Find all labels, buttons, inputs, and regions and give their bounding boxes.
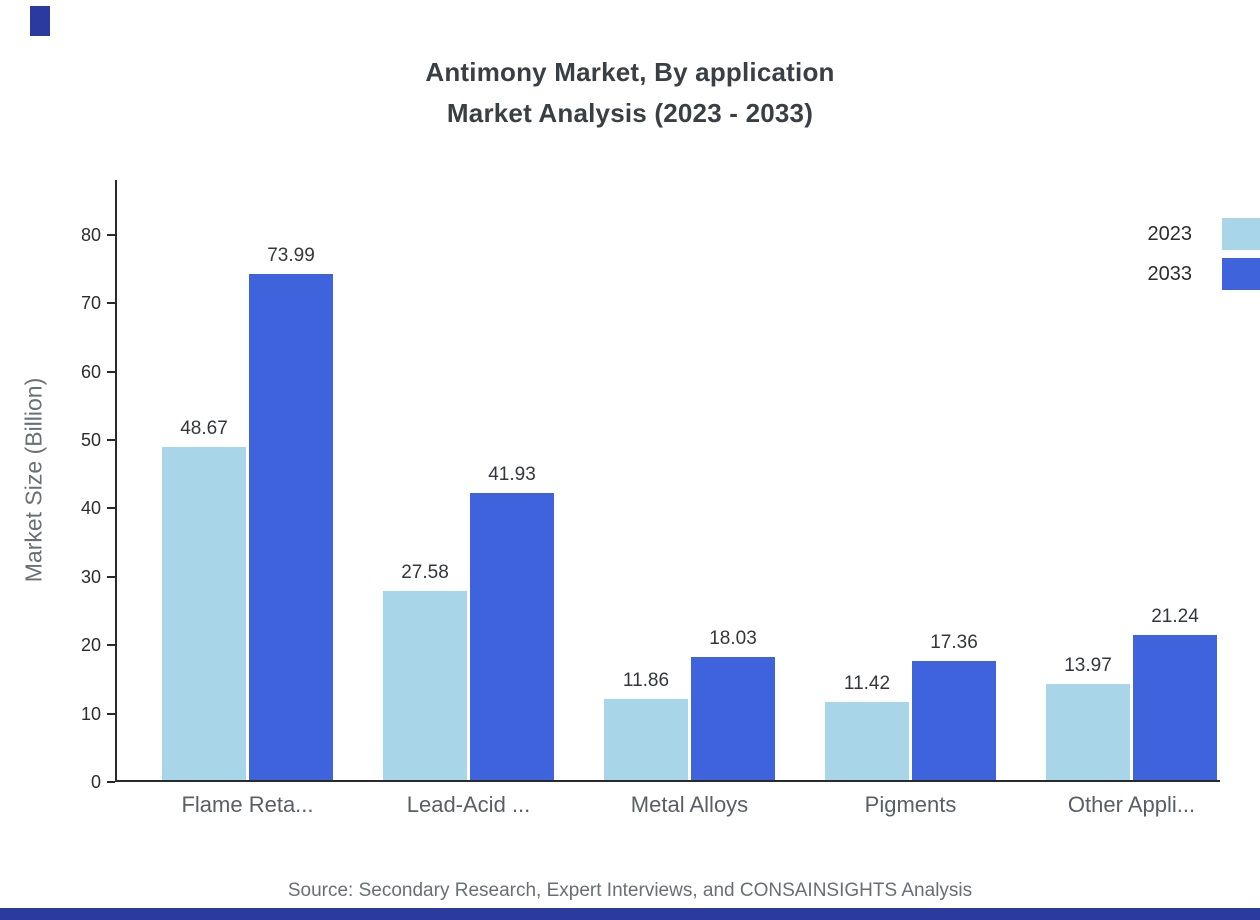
x-category-label: Lead-Acid ... xyxy=(406,792,531,817)
y-tick-mark xyxy=(107,781,115,783)
legend-label: 2033 xyxy=(1147,262,1193,285)
y-tick-mark xyxy=(107,370,115,373)
bar-value-label: 11.42 xyxy=(843,672,891,694)
y-tick-mark xyxy=(107,302,115,305)
bar-2023-3 xyxy=(604,698,688,780)
y-tick-mark xyxy=(107,507,115,510)
x-category-label: Flame Reta... xyxy=(181,792,314,817)
bar-value-label: 18.03 xyxy=(709,627,757,649)
x-category-label: Other Appli... xyxy=(1067,792,1196,817)
x-category-label: Pigments xyxy=(864,792,957,817)
y-tick-mark xyxy=(107,438,115,441)
bar-2023-4 xyxy=(825,701,909,780)
chart-title-line-2: Market Analysis (2023 - 2033) xyxy=(446,98,814,128)
y-tick-mark xyxy=(107,644,115,647)
top-left-accent-mark xyxy=(30,6,50,36)
y-tick-label: 0 xyxy=(90,772,101,792)
bar-2033-1 xyxy=(249,273,333,780)
y-tick-label: 10 xyxy=(80,703,101,724)
legend-entry-2023: 2023 xyxy=(1148,218,1260,250)
y-axis-title: Market Size (Billion) xyxy=(20,377,47,583)
bar-value-label: 48.67 xyxy=(180,418,228,440)
bar-value-label: 13.97 xyxy=(1064,655,1112,677)
y-tick-mark xyxy=(107,233,115,236)
bar-2033-2 xyxy=(470,493,554,780)
plot-area: 0 10 20 30 40 50 60 70 80 48.67 73.99 Flame Reta...… xyxy=(81,180,1220,817)
y-tick-mark xyxy=(107,712,115,715)
chart-title: Antimony Market, By application Market A… xyxy=(0,52,1260,134)
bar-2033-4 xyxy=(912,661,996,780)
x-category-label: Metal Alloys xyxy=(630,792,749,817)
bar-2033-3 xyxy=(691,656,775,780)
bar-value-label: 73.99 xyxy=(267,244,315,266)
bottom-accent-bar xyxy=(0,908,1260,920)
bar-value-label: 11.86 xyxy=(622,669,670,691)
y-tick-label: 60 xyxy=(80,361,101,382)
y-tick-label: 40 xyxy=(80,498,101,519)
bar-value-label: 41.93 xyxy=(488,464,536,486)
bar-value-label: 27.58 xyxy=(401,562,449,584)
legend-swatch xyxy=(1222,218,1260,250)
chart-title-line-1: Antimony Market, By application xyxy=(425,57,835,87)
bar-value-label: 17.36 xyxy=(930,632,978,654)
bar-2023-5 xyxy=(1046,684,1130,780)
y-tick-label: 80 xyxy=(80,224,101,245)
y-tick-label: 30 xyxy=(80,566,101,587)
y-tick-label: 50 xyxy=(80,429,101,450)
legend-label: 2023 xyxy=(1147,222,1193,245)
y-tick-label: 20 xyxy=(80,635,101,656)
bar-value-label: 21.24 xyxy=(1151,605,1199,627)
source-attribution: Source: Secondary Research, Expert Inter… xyxy=(287,880,973,901)
y-tick-mark xyxy=(107,575,115,578)
legend-swatch xyxy=(1222,258,1260,290)
bar-2033-5 xyxy=(1133,634,1217,780)
bar-2023-1 xyxy=(162,447,246,780)
legend-entry-2033: 2033 xyxy=(1148,258,1260,290)
bar-2023-2 xyxy=(383,591,467,780)
y-tick-label: 70 xyxy=(80,293,101,314)
legend: 2023 2033 xyxy=(1148,218,1260,290)
